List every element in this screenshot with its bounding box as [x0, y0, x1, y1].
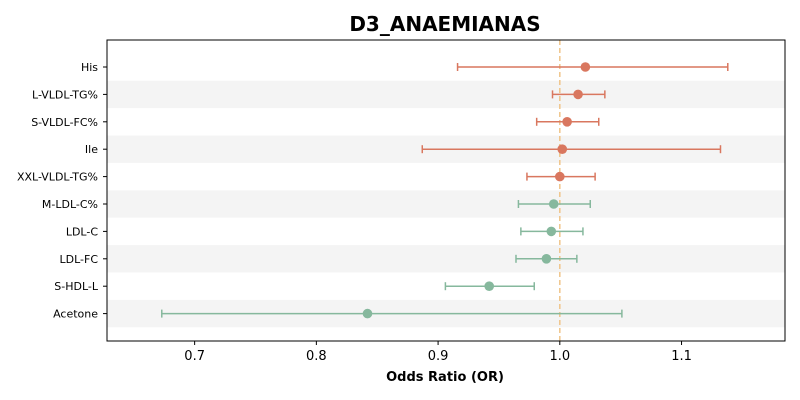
or-point: [573, 89, 583, 100]
category-label: His: [81, 61, 98, 74]
plot-frame: [106, 39, 786, 342]
row-band: [107, 190, 785, 218]
x-tick-label: 0.9: [428, 349, 449, 364]
row-bands: [107, 80, 785, 328]
or-point: [548, 199, 559, 209]
category-label: LDL-C: [66, 225, 99, 238]
category-label: L-VLDL-TG%: [32, 88, 98, 101]
or-point: [557, 144, 568, 154]
category-label: S-HDL-L: [54, 280, 99, 293]
row-band: [107, 245, 785, 273]
category-label: S-VLDL-FC%: [31, 116, 98, 129]
x-tick-label: 0.8: [306, 349, 327, 364]
or-point: [555, 171, 565, 182]
x-tick-label: 1.1: [671, 349, 692, 364]
category-label: M-LDL-C%: [42, 198, 98, 211]
or-point: [546, 226, 557, 237]
category-label: Acetone: [53, 308, 98, 321]
row-band: [107, 80, 785, 109]
category-labels: His L-VLDL-TG% S-VLDL-FC% Ile XXL-VLDL-TG% M-…: [17, 61, 107, 321]
or-point: [362, 308, 373, 319]
chart-title: D3_ANAEMIANAS: [349, 12, 540, 36]
x-tick-label: 0.7: [184, 349, 205, 364]
x-axis-ticks: 0.7 0.8 0.9 1.0 1.1: [184, 341, 692, 364]
or-point: [562, 117, 572, 127]
category-label: Ile: [85, 143, 98, 156]
or-point: [580, 62, 591, 72]
x-axis-label: Odds Ratio (OR): [386, 370, 504, 385]
category-label: LDL-FC: [59, 253, 98, 266]
plot-marks: [161, 62, 729, 319]
x-tick-label: 1.0: [549, 349, 570, 364]
category-label: XXL-VLDL-TG%: [17, 171, 98, 184]
or-point: [541, 253, 552, 264]
or-point: [484, 281, 495, 292]
